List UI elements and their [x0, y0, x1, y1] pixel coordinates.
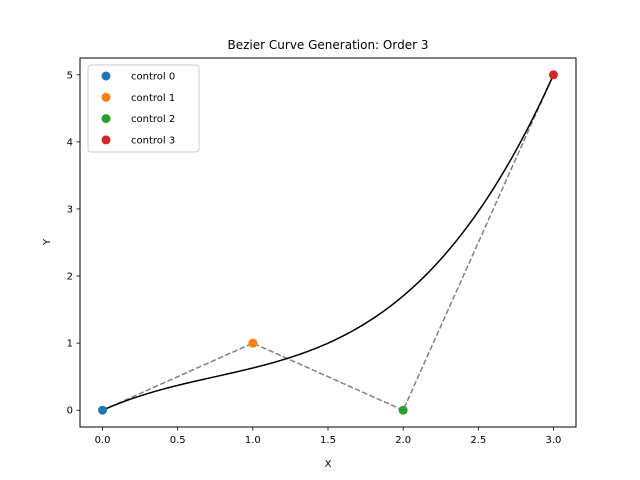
legend-label-2: control 2 [131, 114, 175, 125]
x-tick-label: 1.5 [320, 435, 336, 446]
legend-marker-2 [101, 114, 111, 124]
y-axis-ticks: 0 1 2 3 4 5 [67, 70, 80, 417]
control-point-1-marker [248, 338, 258, 348]
curve-layer [102, 74, 555, 411]
y-axis-label: Y [42, 238, 53, 246]
control-polygon-line [102, 74, 555, 412]
x-tick-label: 2.0 [395, 435, 411, 446]
x-tick-label: 3.0 [546, 435, 562, 446]
control-point-3-marker [548, 70, 558, 80]
y-tick-label: 5 [67, 70, 73, 81]
x-tick-label: 2.5 [470, 435, 486, 446]
legend-label-1: control 1 [131, 93, 175, 104]
legend-marker-1 [101, 92, 111, 102]
legend-marker-3 [101, 135, 111, 145]
chart-title: Bezier Curve Generation: Order 3 [228, 38, 429, 52]
control-point-0-marker [98, 405, 108, 415]
legend-label-0: control 0 [131, 72, 175, 83]
bezier-curve-line [102, 74, 555, 411]
y-tick-label: 4 [67, 137, 73, 148]
y-tick-label: 1 [67, 339, 73, 350]
control-points-layer [98, 70, 558, 415]
x-axis-label: X [325, 459, 332, 470]
legend-marker-0 [101, 71, 111, 81]
x-tick-label: 0.5 [170, 435, 186, 446]
x-axis-ticks: 0.0 0.5 1.0 1.5 2.0 2.5 3.0 [95, 427, 562, 446]
y-tick-label: 2 [67, 272, 73, 283]
legend: control 0 control 1 control 2 control 3 [87, 64, 200, 153]
legend-frame [87, 64, 200, 153]
legend-label-3: control 3 [131, 135, 175, 146]
y-tick-label: 0 [67, 406, 73, 417]
control-polygon-layer [102, 74, 555, 412]
control-point-2-marker [398, 405, 408, 415]
x-tick-label: 0.0 [95, 435, 111, 446]
y-tick-label: 3 [67, 204, 73, 215]
x-tick-label: 1.0 [245, 435, 261, 446]
